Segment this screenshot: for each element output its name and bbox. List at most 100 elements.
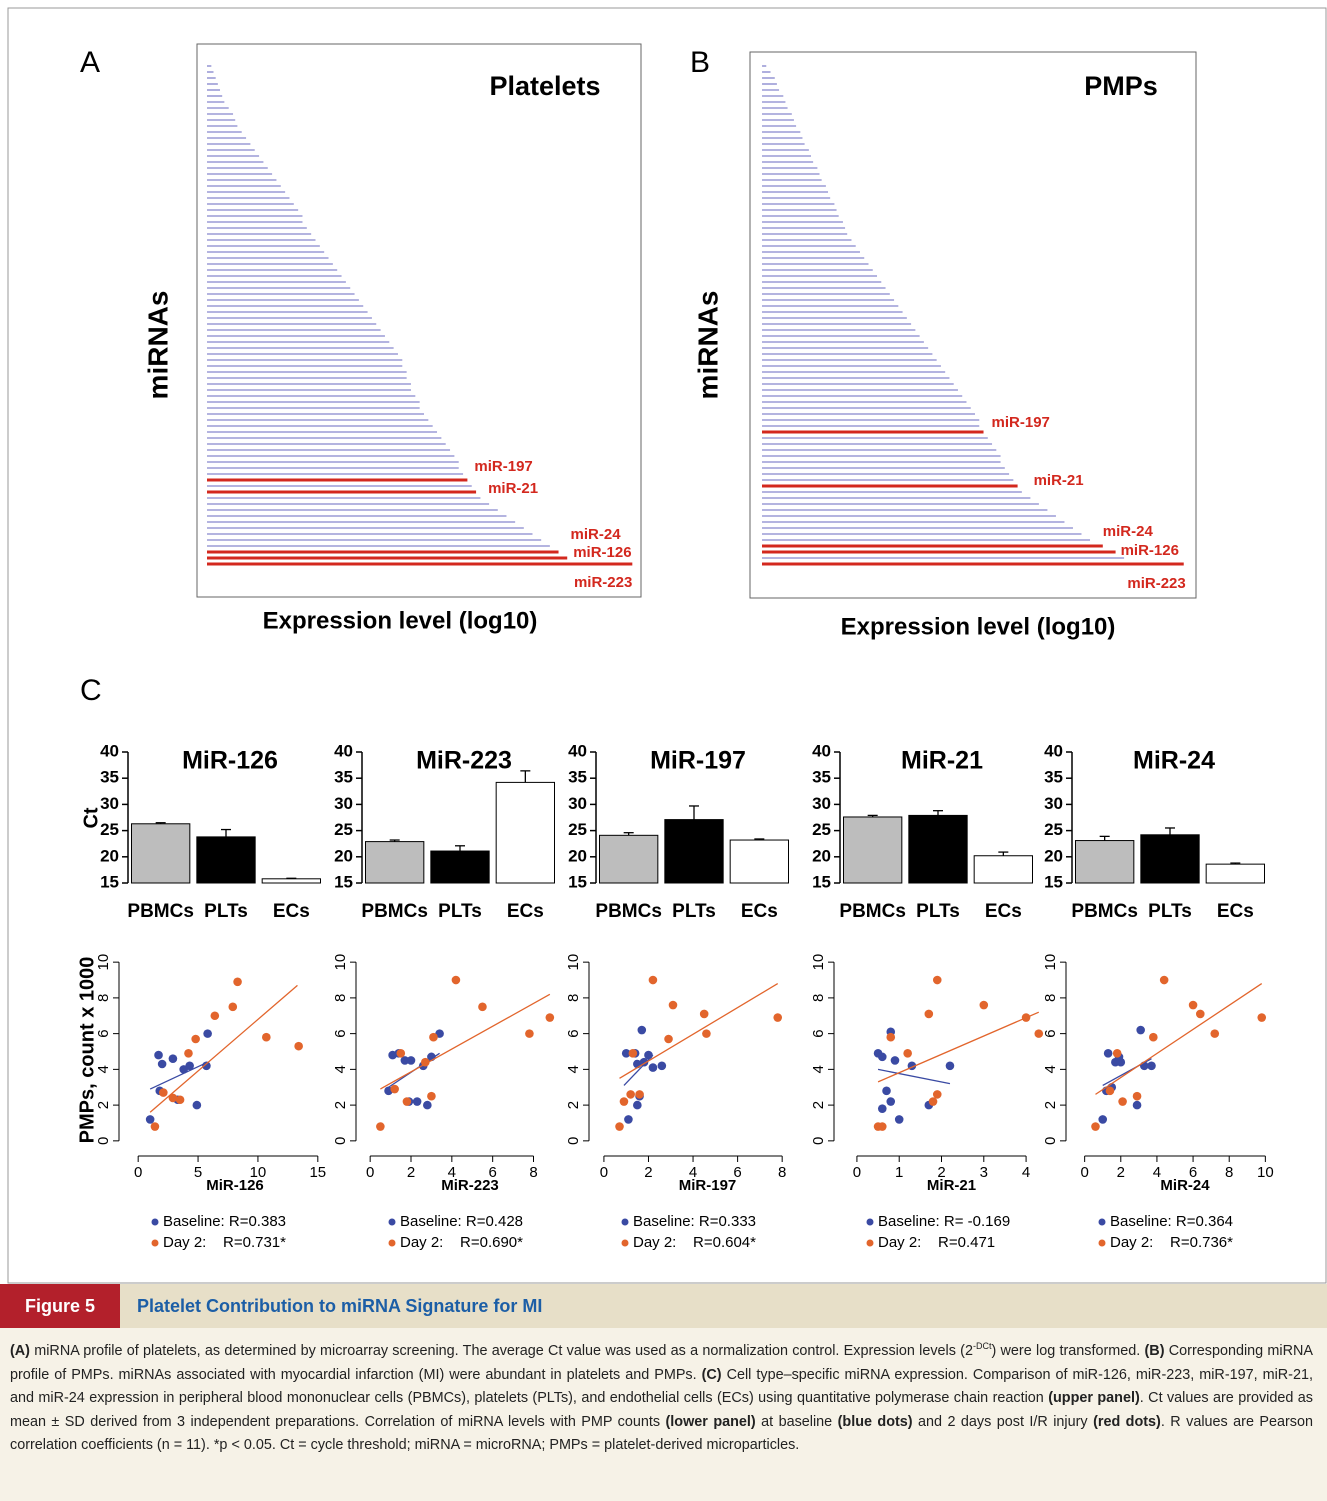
x-tick-label: 2 [644,1164,652,1181]
point [928,1097,938,1106]
caption-text: Cell type–specific miRNA expression. Com… [10,1366,1313,1407]
y-tick-label: 8 [810,994,827,1002]
bar [1140,834,1200,884]
y-tick-label: 10 [1042,954,1059,971]
x-tick-label: PLTs [438,901,482,922]
caption-text: . Ct values are provided as mean ± SD de… [10,1390,1313,1430]
point [648,1063,658,1072]
bar [664,819,724,884]
point [615,1122,624,1131]
y-tick-label: 25 [1044,820,1063,839]
x-tick-label: 10 [250,1164,267,1181]
y-tick-label: 20 [334,846,353,865]
x-tick-label: 3 [980,1164,988,1181]
x-tick-label: PBMCs [127,901,194,922]
x-tick-label: 1 [895,1164,903,1181]
panel-label: B [690,46,710,79]
bar-label: miR-24 [1103,523,1154,540]
y-tick-label: 40 [568,741,587,760]
point [154,1050,163,1060]
caption-text: (red dots) [1093,1413,1161,1430]
bar [973,855,1034,884]
point [402,1097,412,1106]
x-tick-label: 5 [194,1164,202,1181]
point [1116,1057,1126,1067]
legend-label: Baseline: R=0.428 [400,1213,523,1230]
y-tick-label: 0 [1042,1137,1059,1145]
x-tick-label: ECs [507,901,544,922]
point [159,1088,168,1097]
y-tick-label: 2 [810,1101,827,1109]
x-axis-label: MiR-223 [441,1177,499,1194]
legend-label: Day 2: R=0.604* [633,1234,756,1251]
bar-label: miR-197 [474,458,532,475]
chart-title: MiR-126 [182,747,278,775]
x-tick-label: 6 [488,1164,496,1181]
point [396,1048,406,1058]
point [150,1122,160,1131]
y-tick-label: 0 [565,1137,582,1145]
point [1136,1025,1145,1035]
y-tick-label: 0 [95,1137,112,1145]
x-tick-label: 15 [309,1164,326,1181]
y-tick-label: 6 [1042,1029,1059,1037]
chart-title: MiR-223 [416,747,512,775]
point [1210,1029,1220,1038]
fit-line [877,1068,951,1085]
bar [843,816,903,884]
legend-marker [388,1239,396,1247]
y-axis-label: miRNAs [142,291,173,400]
legend-marker [388,1218,396,1226]
point [406,1056,416,1065]
y-tick-label: 40 [1044,741,1063,760]
caption: Figure 5 Platelet Contribution to miRNA … [0,1284,1327,1501]
x-tick-label: ECs [741,901,778,922]
point [877,1122,887,1131]
point [1149,1032,1158,1042]
point [1105,1086,1115,1096]
point [412,1097,422,1106]
point [175,1095,185,1105]
point [628,1048,638,1058]
point [228,1002,238,1012]
caption-header: Figure 5 Platelet Contribution to miRNA … [0,1284,1327,1328]
point [932,975,942,985]
point [624,1115,633,1124]
y-tick-label: 10 [332,954,349,971]
point [400,1056,410,1065]
chart-title: Platelets [489,71,600,101]
y-tick-label: 15 [812,872,831,891]
caption-text: and 2 days post I/R injury [912,1413,1094,1430]
x-tick-label: 2 [937,1164,945,1181]
y-tick-label: 6 [810,1029,827,1037]
point [157,1059,167,1069]
y-tick-label: 25 [100,820,119,839]
x-tick-label: 6 [1189,1164,1197,1181]
bar [908,814,968,884]
figure: A B C Platelets miRNAs Expression level (l… [7,7,1327,1284]
point [525,1029,534,1038]
y-tick-label: 0 [810,1137,827,1145]
point [145,1115,155,1124]
caption-text: -DCt [972,1341,992,1352]
x-tick-label: PLTs [672,901,716,922]
point [932,1090,942,1099]
y-tick-label: 4 [332,1065,349,1073]
y-tick-label: 30 [1044,794,1063,813]
point [890,1056,900,1065]
y-tick-label: 6 [565,1029,582,1037]
x-tick-label: PLTs [916,901,960,922]
x-tick-label: PBMCs [595,901,662,922]
point [648,975,658,985]
y-tick-label: 4 [95,1065,112,1073]
point [1132,1091,1142,1101]
x-tick-label: 0 [366,1164,374,1181]
point [294,1041,303,1051]
x-tick-label: 4 [1022,1164,1030,1181]
bar [729,839,790,884]
chart-title: MiR-21 [901,747,983,775]
point [626,1090,635,1099]
x-tick-label: 4 [448,1164,456,1181]
caption-text: (lower panel) [665,1413,756,1430]
legend-marker [1098,1218,1106,1226]
